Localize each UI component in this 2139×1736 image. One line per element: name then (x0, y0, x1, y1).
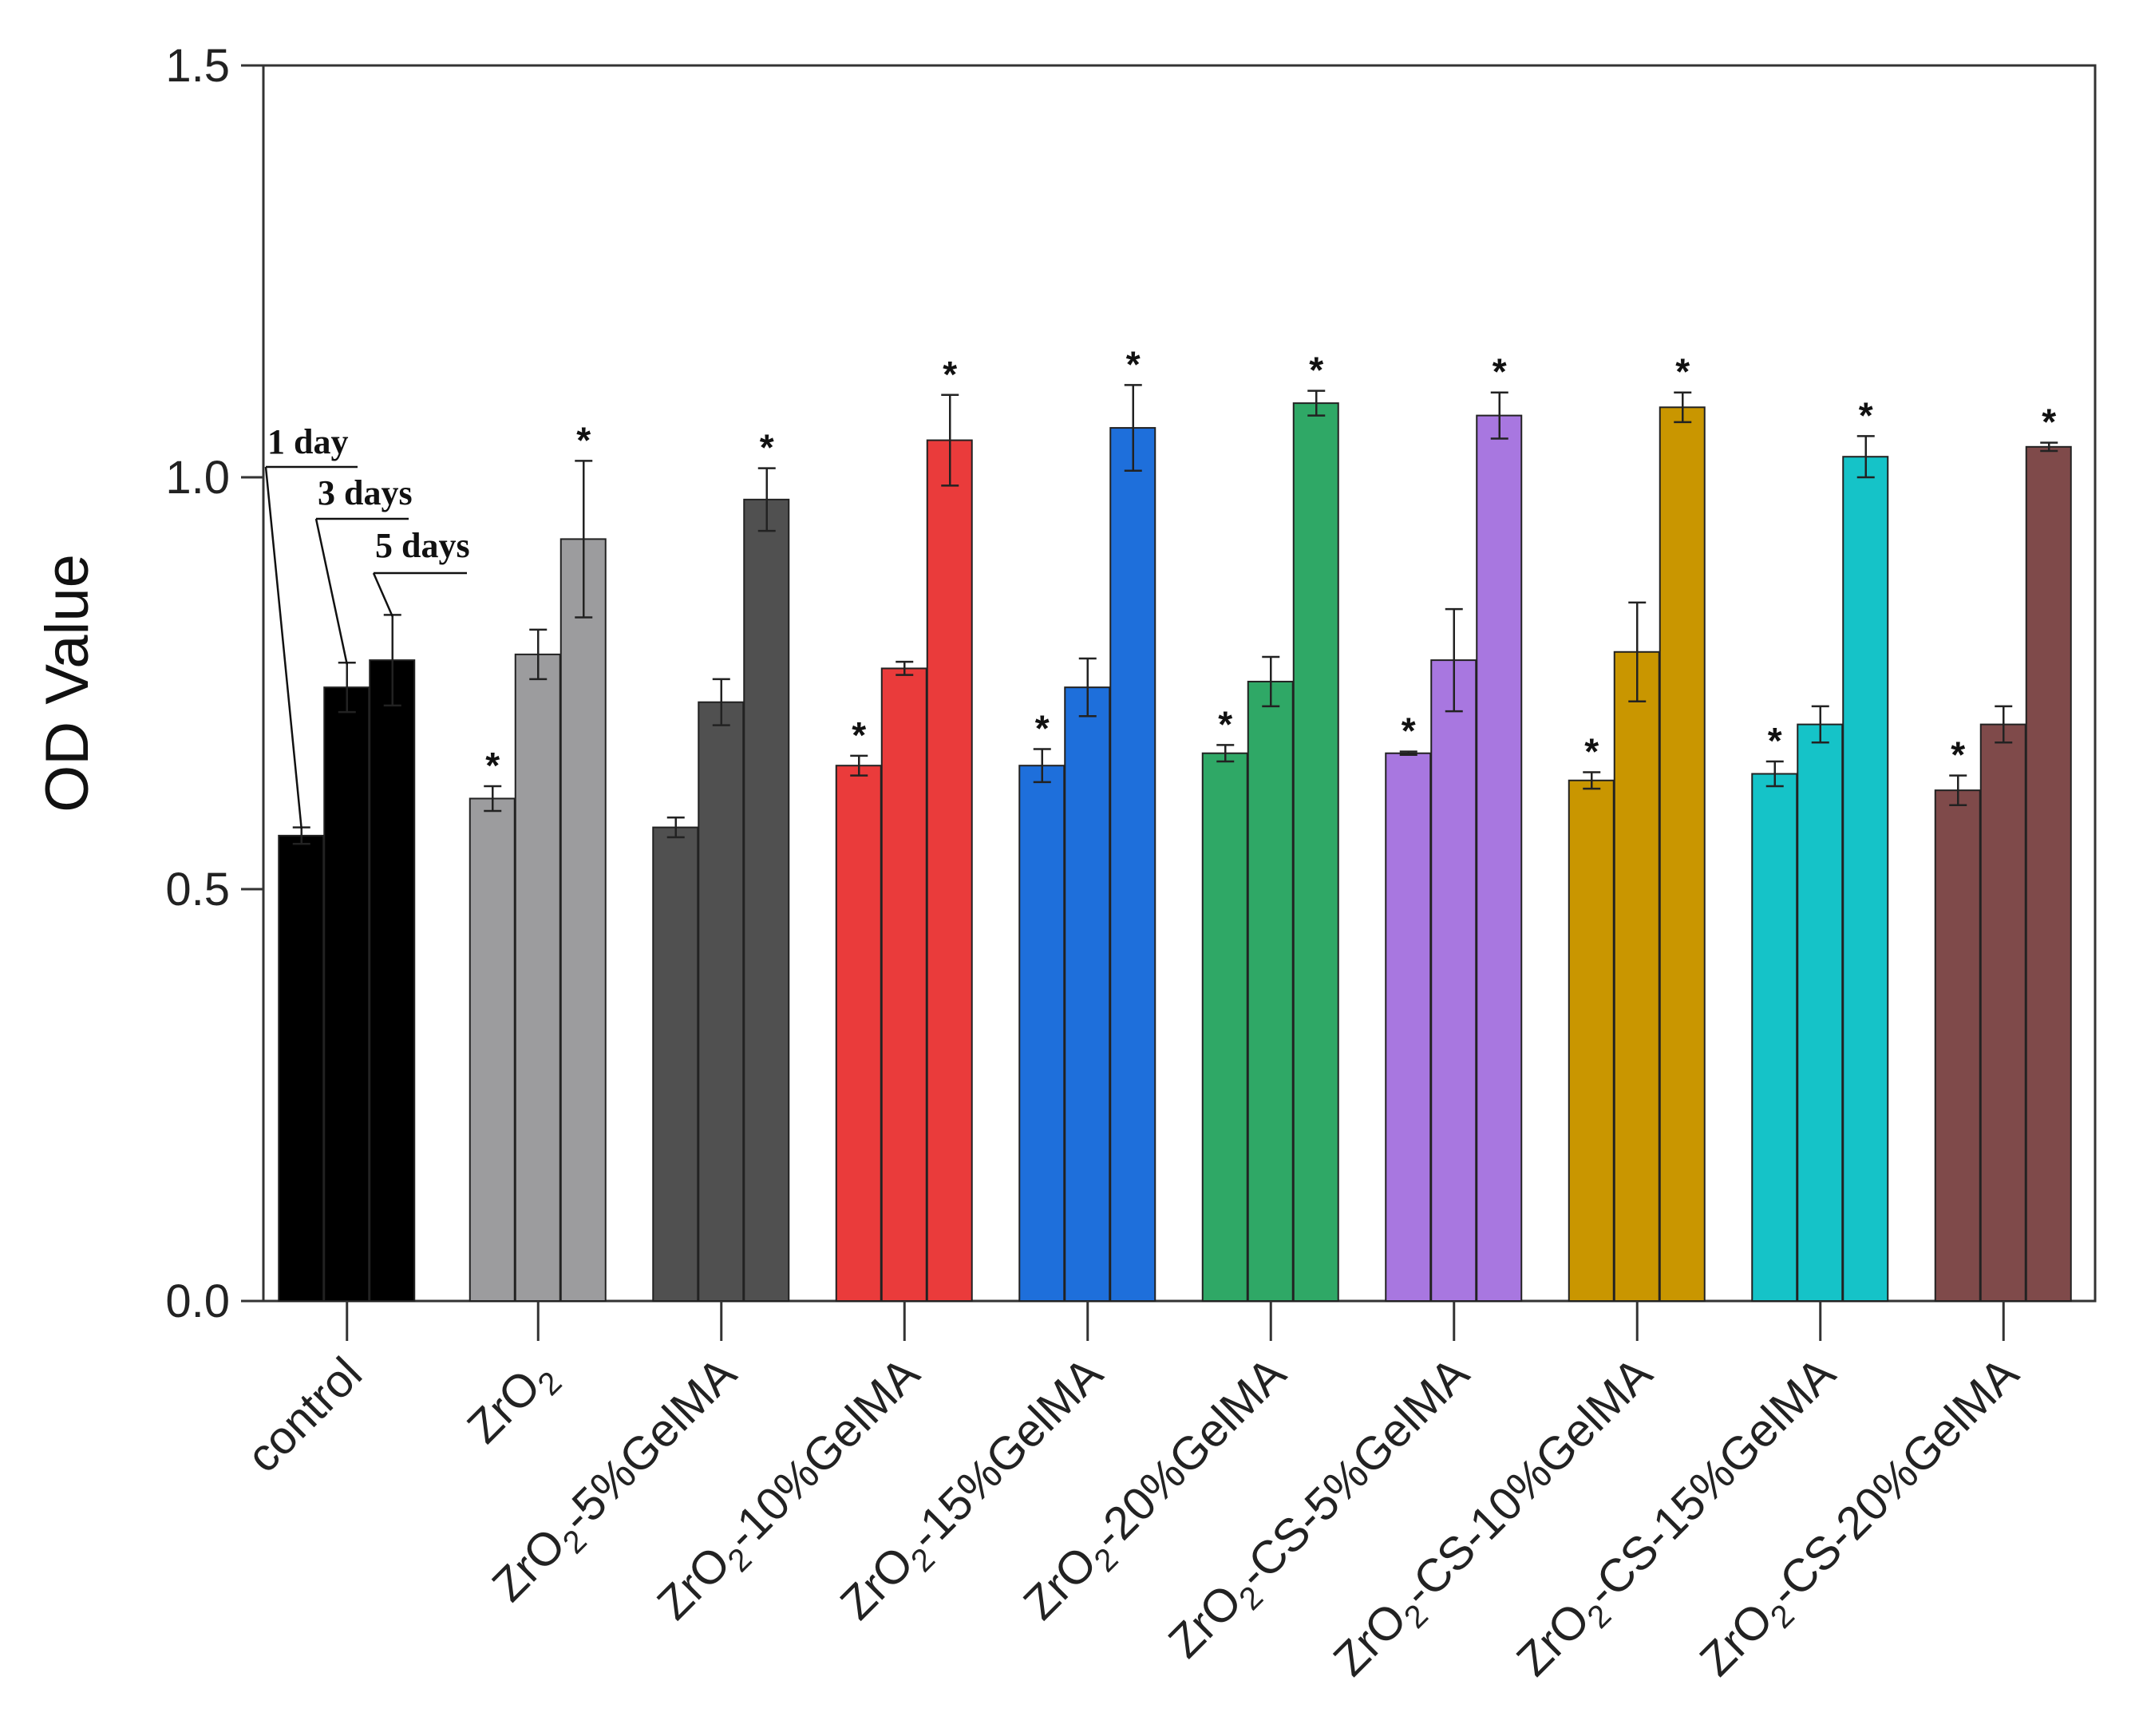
y-tick-label: 1.5 (165, 40, 230, 92)
x-category-label: control (237, 1347, 372, 1482)
bar-ZrO2-20%GelMA-3-days (1247, 680, 1294, 1302)
significance-star: * (1493, 351, 1507, 393)
bar-ZrO2-5%GelMA-3-days (698, 701, 745, 1302)
label-suffix: -5%GelMA (552, 1347, 746, 1542)
bar-ZrO2-CS-5%GelMA-3-days (1430, 659, 1477, 1302)
x-category-label: ZrO2-CS-20%GelMA (1690, 1347, 2034, 1691)
bar-ZrO2-20%GelMA-1-day (1201, 752, 1248, 1302)
bar-ZrO2-CS-5%GelMA-1-day (1385, 752, 1432, 1302)
significance-star: * (1035, 708, 1050, 749)
significance-star: * (1768, 720, 1782, 761)
significance-star: * (1859, 394, 1873, 436)
bar-ZrO2-20%GelMA-5-days (1292, 402, 1339, 1302)
bar-ZrO2-10%GelMA-5-days (926, 439, 973, 1302)
bar-ZrO2-5-days (559, 538, 607, 1302)
significance-star: * (2042, 401, 2056, 443)
bar-ZrO2-CS-5%GelMA-5-days (1476, 414, 1523, 1302)
significance-star: * (1402, 710, 1416, 752)
significance-star: * (1309, 350, 1323, 391)
y-tick-label: 0.5 (165, 864, 230, 915)
legend: 1 day 3 days 5 days (264, 422, 470, 829)
bar-ZrO2-CS-20%GelMA-3-days (1979, 723, 2026, 1302)
bar-ZrO2-15%GelMA-5-days (1109, 427, 1156, 1303)
label-suffix: -10%GelMA (716, 1347, 929, 1560)
y-tick-label: 0.0 (165, 1275, 230, 1327)
significance-star: * (1584, 730, 1599, 772)
bar-ZrO2-10%GelMA-3-days (880, 667, 927, 1302)
legend-leader-diagonal (372, 572, 393, 617)
legend-label: 5 days (375, 526, 470, 565)
bar-control-1-day (278, 834, 325, 1303)
bar-ZrO2-CS-15%GelMA-5-days (1842, 456, 1889, 1303)
y-tick-label: 1.0 (165, 452, 230, 504)
bar-layer (278, 402, 2072, 1303)
x-axis: control ZrO2ZrO2-5%GelMAZrO2-10%GelMAZrO2… (237, 1301, 2034, 1691)
significance-star: * (1951, 734, 1965, 776)
bar-ZrO2-10%GelMA-1-day (835, 765, 882, 1302)
label-suffix: -15%GelMA (899, 1347, 1113, 1560)
bar-ZrO2-5%GelMA-5-days (743, 498, 790, 1302)
significance-star: * (485, 745, 500, 786)
bar-ZrO2-CS-15%GelMA-3-days (1797, 723, 1844, 1302)
legend-leader-diagonal (314, 518, 348, 665)
bar-ZrO2-CS-20%GelMA-1-day (1934, 789, 1981, 1302)
bar-ZrO2-CS-10%GelMA-3-days (1613, 651, 1660, 1302)
plot-frame (262, 64, 2097, 1303)
bar-ZrO2-15%GelMA-3-days (1064, 686, 1111, 1302)
bar-ZrO2-CS-20%GelMA-5-days (2025, 445, 2072, 1302)
significance-star: * (1126, 343, 1141, 385)
legend-label: 3 days (318, 473, 413, 512)
significance-star: * (1675, 351, 1690, 393)
significance-star: * (760, 427, 774, 469)
legend-leader-diagonal (264, 466, 302, 829)
bar-ZrO2-5%GelMA-1-day (652, 826, 699, 1302)
y-axis: 0.0 0.5 1.0 1.5 (165, 40, 263, 1327)
bar-ZrO2-CS-10%GelMA-1-day (1568, 779, 1615, 1302)
bar-ZrO2-3-days (514, 653, 561, 1302)
y-axis-label: OD Value (34, 554, 101, 813)
bar-ZrO2-CS-15%GelMA-1-day (1751, 773, 1798, 1302)
significance-star: * (943, 354, 957, 395)
x-category-label: ZrO2-CS-15%GelMA (1507, 1347, 1851, 1691)
significance-star: * (1218, 703, 1232, 745)
bar-ZrO2-1-day (469, 797, 516, 1302)
significance-layer: * * * * * * * * * * * * * * * * * (485, 343, 2056, 786)
x-category-label: ZrO2 (457, 1347, 568, 1458)
bar-control-3-days (323, 686, 370, 1302)
x-category-label: ZrO2-CS-5%GelMA (1159, 1347, 1485, 1674)
bar-ZrO2-CS-10%GelMA-5-days (1659, 406, 1706, 1302)
significance-star: * (576, 419, 591, 461)
significance-star: * (852, 714, 866, 756)
bar-control-5-days (369, 659, 416, 1302)
error-bar-layer (292, 384, 2058, 845)
bar-ZrO2-15%GelMA-1-day (1018, 765, 1066, 1302)
legend-label: 1 day (267, 422, 348, 461)
x-category-label: ZrO2-CS-10%GelMA (1323, 1347, 1667, 1691)
